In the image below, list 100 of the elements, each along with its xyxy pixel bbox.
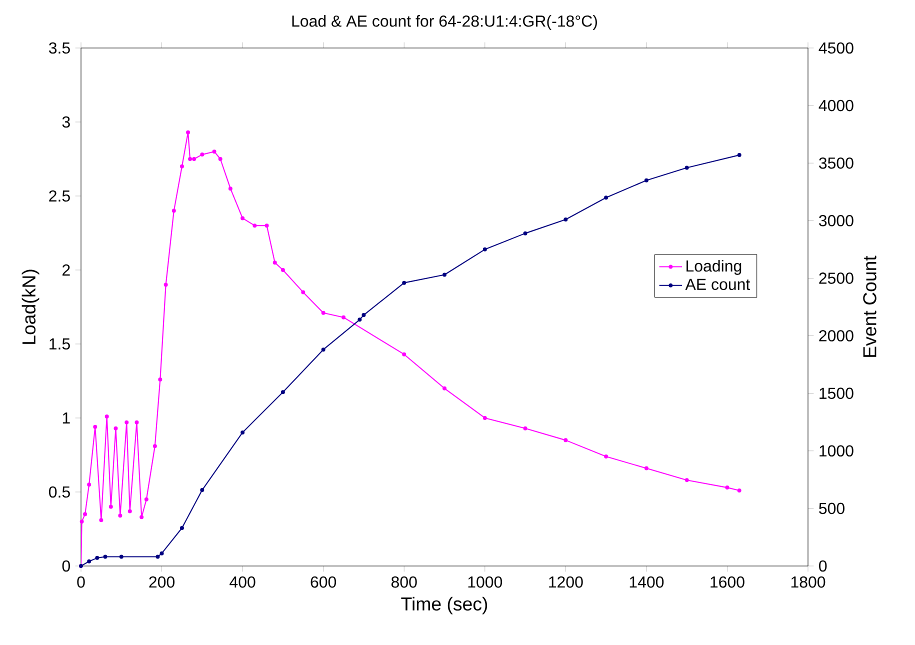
point <box>114 426 118 430</box>
y2-tick-label: 0 <box>819 560 827 572</box>
point <box>564 438 568 442</box>
chart-title: Load & AE count for 64-28:U1:4:GR(-18°C) <box>292 15 597 30</box>
y2-tick-label: 500 <box>819 502 844 514</box>
x-tick-label: 1200 <box>549 576 583 588</box>
point <box>158 378 162 382</box>
x-tick-label: 400 <box>230 576 256 588</box>
y-tick-label: 3 <box>62 116 70 128</box>
point <box>180 164 184 168</box>
point <box>228 186 232 191</box>
point <box>264 224 269 228</box>
point <box>118 514 122 518</box>
y-axis-title: Load(kN) <box>22 270 40 344</box>
point <box>402 352 406 356</box>
point <box>144 497 148 502</box>
x-tick-label: 800 <box>391 576 417 588</box>
point <box>108 504 113 509</box>
point <box>152 444 157 448</box>
point <box>321 348 326 352</box>
point <box>93 424 98 429</box>
y-tick-label: 2.5 <box>49 190 70 202</box>
y2-tick-label: 1000 <box>820 445 854 457</box>
point <box>80 520 84 524</box>
point <box>188 156 192 161</box>
point <box>523 426 528 430</box>
point <box>99 518 104 522</box>
x-tick-label: 600 <box>310 576 336 588</box>
x-tick-label: 1800 <box>791 576 826 588</box>
point <box>280 268 285 272</box>
y2-tick-label: 3000 <box>819 214 854 226</box>
point <box>280 390 285 394</box>
y-tick-label: 0 <box>62 560 70 572</box>
x-tick-label: 0 <box>77 576 85 588</box>
point <box>252 224 257 228</box>
point <box>358 318 362 322</box>
point <box>124 420 129 424</box>
point <box>644 178 648 182</box>
y2-tick-label: 2000 <box>819 330 854 342</box>
point <box>119 554 124 559</box>
point <box>156 554 160 559</box>
point <box>684 166 689 170</box>
point <box>604 454 608 458</box>
point <box>523 231 528 236</box>
x-axis-title: Time (sec) <box>401 596 488 614</box>
point <box>212 150 216 154</box>
point <box>442 272 447 277</box>
y-tick-label: 1 <box>62 412 70 424</box>
point <box>737 153 742 158</box>
point <box>200 152 204 157</box>
point <box>128 509 132 514</box>
point <box>342 315 346 320</box>
point <box>644 466 648 470</box>
point <box>140 515 144 520</box>
point <box>103 554 108 559</box>
point <box>200 488 204 492</box>
point <box>737 488 742 493</box>
x-tick-label: 200 <box>149 576 175 588</box>
point <box>402 280 406 285</box>
point <box>172 208 176 213</box>
point <box>301 290 306 294</box>
point <box>83 512 88 516</box>
x-tick-label: 1400 <box>630 576 664 588</box>
point <box>240 216 245 220</box>
y-tick-label: 2 <box>62 264 70 276</box>
point <box>218 156 222 161</box>
point <box>95 556 100 560</box>
point <box>321 310 326 315</box>
y-tick-label: 3.5 <box>48 42 70 54</box>
point <box>684 478 689 482</box>
point <box>482 416 487 420</box>
point <box>160 551 164 556</box>
point <box>240 430 245 434</box>
point <box>442 386 446 390</box>
y-tick-label: 0.5 <box>48 486 70 498</box>
point <box>272 260 277 265</box>
y2-tick-label: 4000 <box>818 100 854 112</box>
point <box>180 526 184 530</box>
legend-label: AE count <box>685 278 750 290</box>
x-tick-label: 1000 <box>468 576 502 588</box>
point <box>192 156 196 161</box>
point <box>104 414 109 419</box>
y2-tick-label: 2500 <box>819 272 854 284</box>
point <box>482 247 487 252</box>
y2-tick-label: 3500 <box>819 157 854 169</box>
y2-axis-title: Event Count <box>863 256 876 357</box>
y2-tick-label: 1500 <box>820 388 854 399</box>
point <box>134 420 139 424</box>
point <box>186 130 190 134</box>
point <box>164 282 168 287</box>
point <box>87 482 92 487</box>
y2-tick-label: 4500 <box>818 42 854 54</box>
legend-label: Loading <box>686 260 742 275</box>
x-tick-label: 1600 <box>710 576 744 588</box>
point <box>564 218 568 222</box>
point <box>604 196 608 200</box>
point <box>725 486 730 490</box>
point <box>87 559 92 564</box>
y-tick-label: 1.5 <box>50 338 70 350</box>
point <box>362 313 366 318</box>
